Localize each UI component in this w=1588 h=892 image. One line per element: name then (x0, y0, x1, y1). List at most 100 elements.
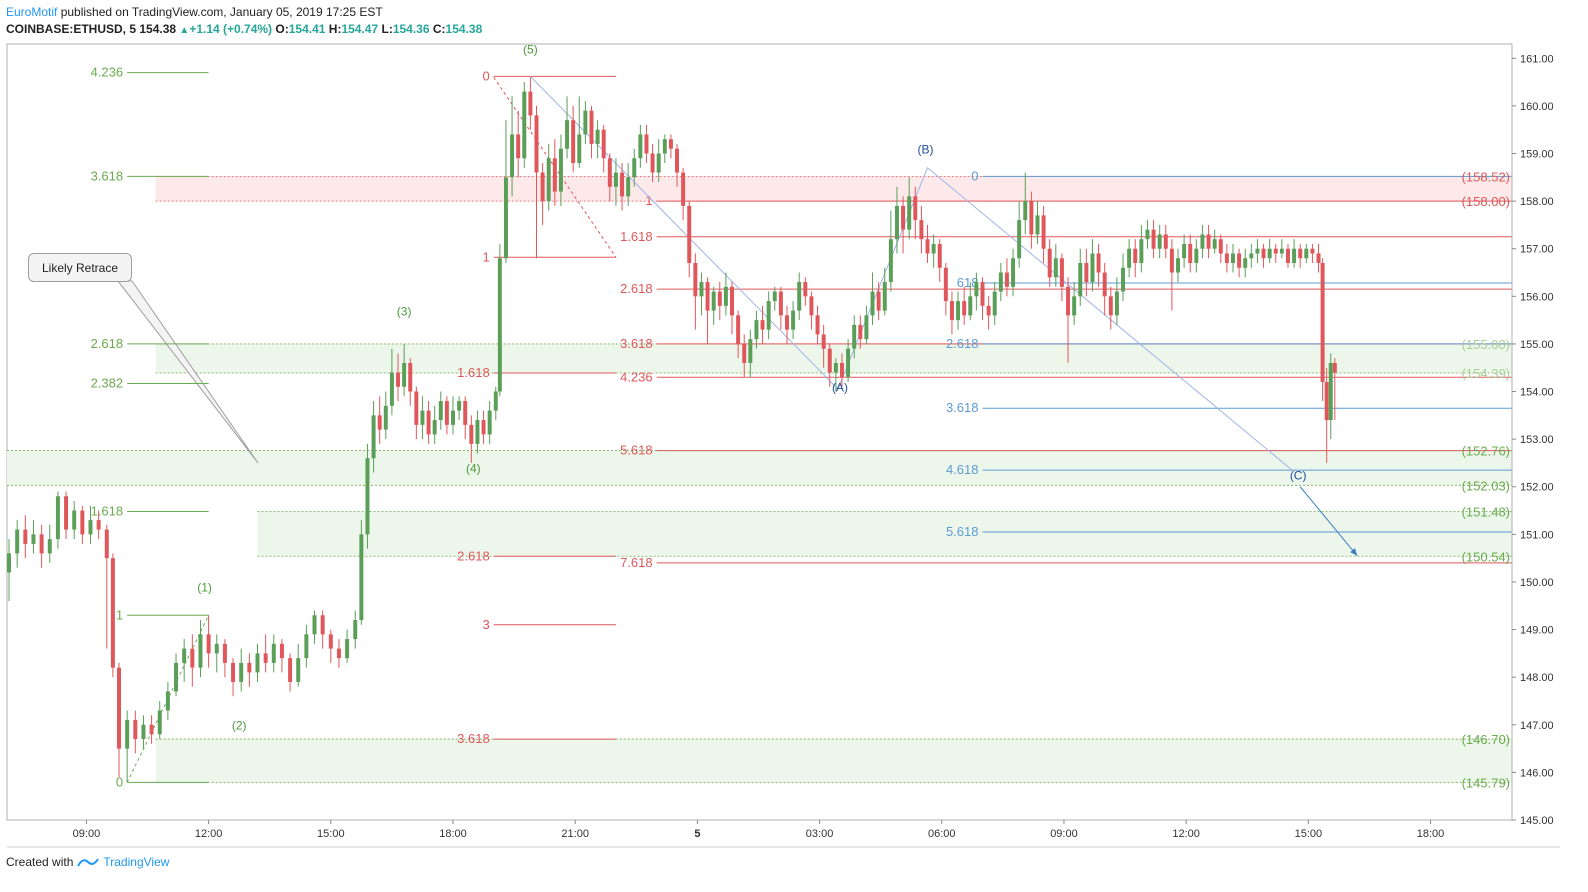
candle-body (288, 658, 293, 682)
candle-body (876, 291, 881, 311)
candle-body (675, 148, 680, 173)
candle-body (47, 539, 52, 554)
candle-body (125, 720, 130, 749)
candle-body (457, 401, 462, 411)
candle-body (1133, 248, 1138, 263)
projection-arrow (1299, 486, 1358, 557)
candle-body (1139, 239, 1144, 263)
candle (772, 286, 777, 311)
price-level-label: (152.76) (1462, 444, 1510, 459)
candle-body (1320, 262, 1325, 383)
candle-body (1035, 215, 1040, 235)
candle (1194, 239, 1199, 273)
candle (457, 396, 462, 421)
candle (365, 443, 370, 549)
candle-body (214, 643, 219, 654)
candle (55, 491, 60, 549)
candle-body (432, 420, 437, 435)
candle-body (754, 320, 759, 340)
candle (998, 262, 1003, 302)
candle-body (852, 324, 857, 349)
candle-body (595, 129, 600, 144)
candle (1206, 224, 1211, 259)
candle (522, 82, 527, 168)
fib-level-label: 3.618 (620, 336, 653, 351)
last-price: 154.38 (139, 22, 177, 36)
footer: Created with TradingView (6, 855, 169, 869)
candle-body (736, 315, 741, 344)
candle-body (717, 291, 722, 306)
candle-body (353, 620, 358, 640)
candle (986, 296, 991, 330)
candle (552, 139, 557, 206)
candle-body (31, 534, 36, 544)
candle-body (1157, 234, 1162, 249)
candle (389, 348, 394, 416)
candle-body (791, 310, 796, 330)
candle (797, 272, 802, 321)
candle (583, 101, 588, 144)
candle-body (7, 553, 12, 573)
candle-body (925, 239, 930, 254)
candle (565, 96, 570, 159)
candle (104, 524, 109, 649)
candle (371, 401, 376, 473)
candle (693, 253, 698, 330)
candle (1133, 239, 1138, 278)
x-tick-label: 5 (694, 828, 700, 840)
candle (1188, 234, 1193, 273)
candle (263, 634, 268, 673)
candle (1224, 243, 1229, 273)
candle-body (426, 410, 431, 435)
candle-body (23, 529, 28, 544)
candle (742, 334, 747, 378)
candle (907, 177, 912, 240)
likely-retrace-callout: Likely Retrace (28, 253, 132, 282)
candle-body (571, 120, 576, 164)
candle-body (451, 410, 455, 425)
fib-level-label: 1 (482, 249, 489, 264)
candle-body (681, 172, 686, 206)
candle-body (247, 662, 252, 673)
fib-level-label: 2.618 (620, 281, 653, 296)
author-link[interactable]: EuroMotif (6, 5, 58, 19)
candle (271, 634, 276, 673)
candle-body (414, 391, 419, 425)
candle-body (827, 348, 832, 373)
candle-body (1249, 253, 1254, 259)
candle (359, 520, 364, 625)
candle-body (481, 420, 486, 435)
candle (1157, 224, 1162, 259)
candle (1243, 248, 1248, 278)
candle (174, 653, 179, 697)
candle-body (1255, 248, 1260, 254)
candle-body (949, 301, 954, 321)
candle (1017, 201, 1022, 268)
candle-body (1200, 234, 1205, 249)
candle-body (1206, 234, 1211, 249)
candle (534, 105, 539, 259)
candle (827, 343, 832, 387)
candle-body (1163, 234, 1168, 249)
candle-body (1218, 239, 1223, 254)
candle (222, 639, 227, 678)
tradingview-brand[interactable]: TradingView (103, 855, 170, 869)
candle (31, 520, 36, 554)
wave-label: (4) (466, 461, 481, 475)
candle-body (1017, 220, 1022, 259)
candle-body (1029, 201, 1034, 235)
candle-body (255, 653, 260, 673)
candle-body (503, 177, 508, 259)
price-chart[interactable]: 4.236 3.618 2.618 2.382 1.618 1 0 0 1 1.618 2.618 3… (0, 0, 1588, 850)
candle-body (1298, 248, 1303, 259)
candle-body (110, 558, 115, 668)
candle-body (1237, 253, 1242, 268)
candle-body (558, 148, 563, 192)
candle-body (907, 196, 912, 230)
candle (809, 291, 814, 330)
candle (198, 620, 203, 678)
candle (1328, 353, 1333, 440)
candle (1285, 243, 1290, 268)
candle-body (711, 291, 716, 311)
y-tick-label: 151.00 (1520, 529, 1554, 541)
